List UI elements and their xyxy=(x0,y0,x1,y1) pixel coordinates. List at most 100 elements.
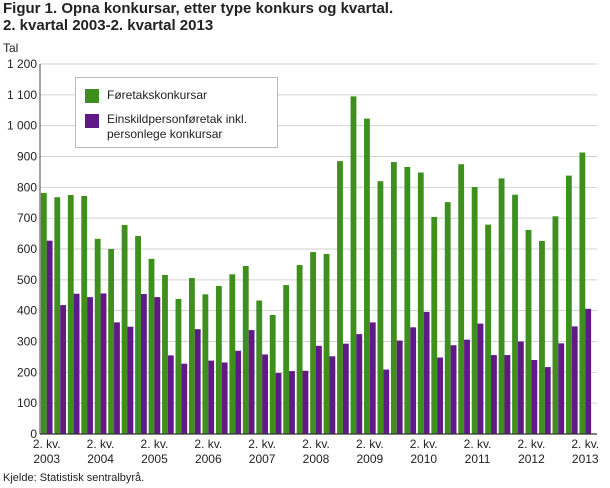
bar-einskildpersonforetak xyxy=(181,363,188,434)
bar-einskildpersonforetak xyxy=(464,339,470,434)
bar-foretakskonkursar xyxy=(40,192,47,434)
x-tick-label-year: 2008 xyxy=(303,452,330,466)
bar-foretakskonkursar xyxy=(81,195,88,434)
x-tick-label-year: 2009 xyxy=(357,452,384,466)
x-tick-label-quarter: 2. kv. xyxy=(356,437,384,451)
bar-foretakskonkursar xyxy=(404,166,411,434)
x-tick-label-quarter: 2. kv. xyxy=(248,437,276,451)
bar-foretakskonkursar xyxy=(323,253,330,434)
bar-einskildpersonforetak xyxy=(396,340,403,434)
bar-foretakskonkursar xyxy=(512,194,518,434)
bar-einskildpersonforetak xyxy=(585,308,592,434)
legend-item-foretakskonkursar: Føretakskonkursar xyxy=(85,88,208,103)
x-tick-label-quarter: 2. kv. xyxy=(141,437,169,451)
bars xyxy=(40,96,592,435)
bar-einskildpersonforetak xyxy=(531,360,538,434)
source-note: Kjelde: Statistisk sentralbyrå. xyxy=(3,472,145,484)
legend-label-einskildpersonforetak: Einskildpersonføretak inkl. personlege k… xyxy=(107,112,248,141)
x-tick-label-quarter: 2. kv. xyxy=(87,437,115,451)
bar-einskildpersonforetak xyxy=(208,360,215,434)
x-tick-label-year: 2003 xyxy=(33,452,60,466)
x-tick-label-year: 2011 xyxy=(465,452,491,466)
x-tick-label-year: 2007 xyxy=(249,452,276,466)
y-tick-label: 1 000 xyxy=(7,119,37,133)
x-tick-label-year: 2012 xyxy=(518,452,545,466)
legend-item-einskildpersonforetak: Einskildpersonføretak inkl. personlege k… xyxy=(85,112,267,142)
y-tick-label: 200 xyxy=(17,365,37,379)
bar-foretakskonkursar xyxy=(377,181,384,434)
legend-swatch-foretakskonkursar xyxy=(85,89,99,103)
bar-foretakskonkursar xyxy=(94,238,101,434)
bar-einskildpersonforetak xyxy=(60,305,67,434)
y-tick-label: 500 xyxy=(17,273,37,287)
bar-foretakskonkursar xyxy=(256,300,263,434)
bar-foretakskonkursar xyxy=(283,285,290,434)
bar-foretakskonkursar xyxy=(121,224,128,434)
y-tick-labels: 0 100 200 300 400 500 600 700 800 900 1 000 1 100 1 … xyxy=(7,57,37,441)
y-tick-label: 400 xyxy=(17,304,37,318)
x-tick-label-quarter: 2. kv. xyxy=(571,437,599,451)
y-tick-label: 1 100 xyxy=(7,88,37,102)
bar-einskildpersonforetak xyxy=(342,343,349,434)
bar-einskildpersonforetak xyxy=(450,345,457,434)
bar-einskildpersonforetak xyxy=(410,327,417,434)
bar-einskildpersonforetak xyxy=(544,367,551,434)
bar-einskildpersonforetak xyxy=(517,341,524,434)
bar-einskildpersonforetak xyxy=(423,311,430,434)
bar-foretakskonkursar xyxy=(188,277,195,434)
bar-foretakskonkursar xyxy=(471,187,478,434)
bar-foretakskonkursar xyxy=(539,240,545,434)
bar-foretakskonkursar xyxy=(444,202,451,434)
bar-einskildpersonforetak xyxy=(100,293,107,434)
chart-title-block: Figur 1. Opna konkursar, etter type konk… xyxy=(3,0,393,34)
bar-einskildpersonforetak xyxy=(248,330,255,434)
bar-einskildpersonforetak xyxy=(114,322,120,434)
bar-einskildpersonforetak xyxy=(369,322,376,434)
bar-einskildpersonforetak xyxy=(571,326,578,434)
bar-foretakskonkursar xyxy=(242,265,249,434)
bar-foretakskonkursar xyxy=(135,236,141,434)
bar-einskildpersonforetak xyxy=(167,355,174,434)
bar-einskildpersonforetak xyxy=(127,326,134,434)
bar-foretakskonkursar xyxy=(108,249,115,434)
bar-einskildpersonforetak xyxy=(504,355,511,434)
y-tick-label: 1 200 xyxy=(7,57,37,71)
bar-einskildpersonforetak xyxy=(73,293,80,434)
x-tick-label-quarter: 2. kv. xyxy=(194,437,222,451)
y-tick-label: 700 xyxy=(17,211,37,225)
bar-foretakskonkursar xyxy=(579,152,586,434)
bar-foretakskonkursar xyxy=(148,258,155,434)
x-tick-label-quarter: 2. kv. xyxy=(302,437,330,451)
bar-einskildpersonforetak xyxy=(383,369,390,434)
x-tick-label-year: 2010 xyxy=(410,452,437,466)
chart-title: Figur 1. Opna konkursar, etter type konk… xyxy=(3,0,394,17)
bar-einskildpersonforetak xyxy=(154,297,161,434)
bar-einskildpersonforetak xyxy=(356,334,363,434)
bar-einskildpersonforetak xyxy=(329,356,336,434)
bar-foretakskonkursar xyxy=(54,197,61,434)
bar-foretakskonkursar xyxy=(202,294,209,434)
bar-foretakskonkursar xyxy=(337,161,343,434)
bar-einskildpersonforetak xyxy=(275,372,282,434)
bar-einskildpersonforetak xyxy=(316,345,322,434)
x-tick-label-year: 2013 xyxy=(572,452,599,466)
x-tick-label-quarter: 2. kv. xyxy=(464,437,492,451)
x-tick-label-year: 2004 xyxy=(87,452,114,466)
bar-foretakskonkursar xyxy=(296,265,303,434)
x-tick-label-quarter: 2. kv. xyxy=(33,437,61,451)
bar-foretakskonkursar xyxy=(431,216,438,434)
bar-foretakskonkursar xyxy=(175,298,182,434)
y-tick-label: 0 xyxy=(30,427,37,441)
bar-einskildpersonforetak xyxy=(46,240,53,434)
bar-einskildpersonforetak xyxy=(194,329,201,434)
bar-foretakskonkursar xyxy=(67,195,74,434)
bar-einskildpersonforetak xyxy=(477,323,484,434)
legend-label-foretakskonkursar: Føretakskonkursar xyxy=(107,88,208,102)
chart-subtitle: 2. kvartal 2003-2. kvartal 2013 xyxy=(3,17,214,34)
bar-foretakskonkursar xyxy=(552,216,559,434)
bar-einskildpersonforetak xyxy=(262,354,268,434)
x-tick-label-quarter: 2. kv. xyxy=(410,437,438,451)
